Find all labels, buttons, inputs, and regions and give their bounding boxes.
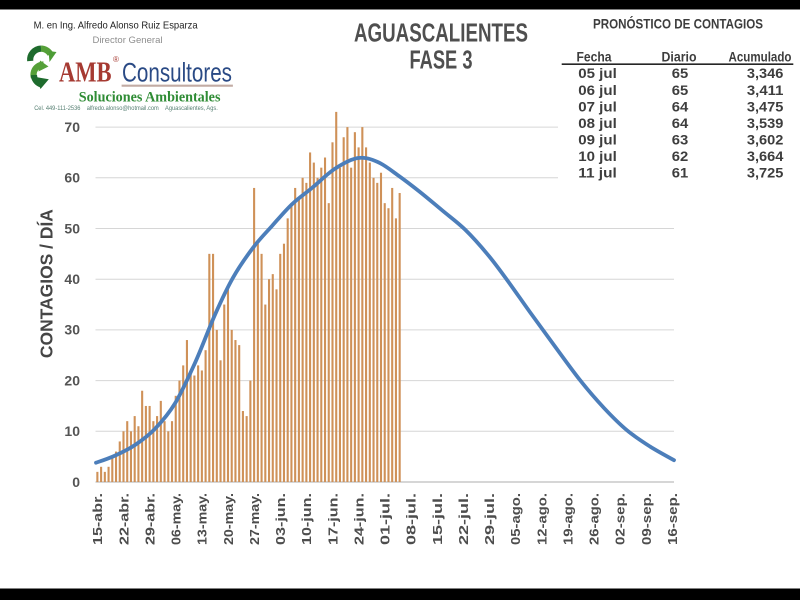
svg-text:3,346: 3,346 xyxy=(747,66,784,81)
svg-text:08 jul: 08 jul xyxy=(578,116,617,131)
svg-text:Acumulado: Acumulado xyxy=(729,48,792,64)
svg-text:09 jul: 09 jul xyxy=(578,132,617,147)
svg-text:®: ® xyxy=(113,55,119,64)
svg-text:PRONÓSTICO DE CONTAGIOS: PRONÓSTICO DE CONTAGIOS xyxy=(593,15,763,32)
svg-text:24-jun.: 24-jun. xyxy=(351,493,366,545)
svg-text:3,475: 3,475 xyxy=(747,99,784,114)
svg-text:29-jul.: 29-jul. xyxy=(482,493,497,545)
svg-text:Soluciones Ambientales: Soluciones Ambientales xyxy=(79,89,221,105)
svg-text:70: 70 xyxy=(64,119,80,135)
svg-text:50: 50 xyxy=(64,220,80,236)
svg-text:22-abr.: 22-abr. xyxy=(116,493,131,545)
svg-text:12-ago.: 12-ago. xyxy=(534,493,549,545)
svg-text:16-sep.: 16-sep. xyxy=(665,493,680,545)
svg-text:3,725: 3,725 xyxy=(747,166,784,181)
svg-text:22-jul.: 22-jul. xyxy=(456,493,471,545)
svg-text:15-jul.: 15-jul. xyxy=(430,493,445,545)
svg-text:FASE 3: FASE 3 xyxy=(410,45,473,75)
svg-text:Cel. 449-111-2536 alfredo.a: Cel. 449-111-2536 alfredo.alonso@hotmail… xyxy=(34,106,218,112)
svg-text:40: 40 xyxy=(64,271,80,287)
svg-text:07 jul: 07 jul xyxy=(578,99,617,114)
svg-text:27-may.: 27-may. xyxy=(247,493,262,545)
svg-text:06 jul: 06 jul xyxy=(578,83,617,98)
svg-text:29-abr.: 29-abr. xyxy=(142,493,157,545)
svg-text:Director General: Director General xyxy=(93,35,163,46)
svg-text:26-ago.: 26-ago. xyxy=(587,493,602,545)
svg-text:AMB: AMB xyxy=(59,58,112,89)
svg-text:15-abr.: 15-abr. xyxy=(90,493,105,545)
svg-text:20: 20 xyxy=(64,372,80,388)
svg-text:3,602: 3,602 xyxy=(747,132,784,147)
svg-text:03-jun.: 03-jun. xyxy=(273,493,288,545)
svg-text:60: 60 xyxy=(64,170,80,186)
svg-text:65: 65 xyxy=(672,83,689,98)
svg-text:05 jul: 05 jul xyxy=(578,66,617,81)
svg-text:65: 65 xyxy=(672,66,689,81)
svg-text:Fecha: Fecha xyxy=(577,48,612,64)
svg-text:64: 64 xyxy=(672,116,689,131)
svg-text:13-may.: 13-may. xyxy=(195,493,210,545)
svg-text:Consultores: Consultores xyxy=(122,58,232,88)
svg-text:0: 0 xyxy=(72,474,80,490)
svg-text:Diario: Diario xyxy=(662,48,697,64)
svg-text:10: 10 xyxy=(64,423,80,439)
svg-text:30: 30 xyxy=(64,322,80,338)
svg-text:11 jul: 11 jul xyxy=(578,166,617,181)
svg-text:62: 62 xyxy=(672,149,689,164)
svg-text:61: 61 xyxy=(672,166,689,181)
svg-text:3,664: 3,664 xyxy=(747,149,784,164)
svg-text:AGUASCALIENTES: AGUASCALIENTES xyxy=(354,18,528,48)
svg-text:02-sep.: 02-sep. xyxy=(613,493,628,545)
svg-text:10-jun.: 10-jun. xyxy=(299,493,314,545)
svg-text:20-may.: 20-may. xyxy=(221,493,236,545)
svg-text:CONTAGIOS / DÍA: CONTAGIOS / DÍA xyxy=(36,209,57,358)
svg-text:M. en Ing. Alfredo Alonso Ruiz: M. en Ing. Alfredo Alonso Ruiz Esparza xyxy=(34,20,198,32)
svg-text:05-ago.: 05-ago. xyxy=(508,493,523,545)
svg-text:3,411: 3,411 xyxy=(747,83,784,98)
svg-text:10 jul: 10 jul xyxy=(578,149,617,164)
svg-text:3,539: 3,539 xyxy=(747,116,784,131)
svg-text:09-sep.: 09-sep. xyxy=(639,493,654,545)
svg-text:06-may.: 06-may. xyxy=(169,493,184,545)
svg-text:08-jul.: 08-jul. xyxy=(404,493,419,545)
svg-text:64: 64 xyxy=(672,99,689,114)
svg-text:19-ago.: 19-ago. xyxy=(560,493,575,545)
svg-text:01-jul.: 01-jul. xyxy=(378,493,393,545)
svg-text:17-jun.: 17-jun. xyxy=(325,493,340,545)
svg-text:63: 63 xyxy=(672,132,689,147)
